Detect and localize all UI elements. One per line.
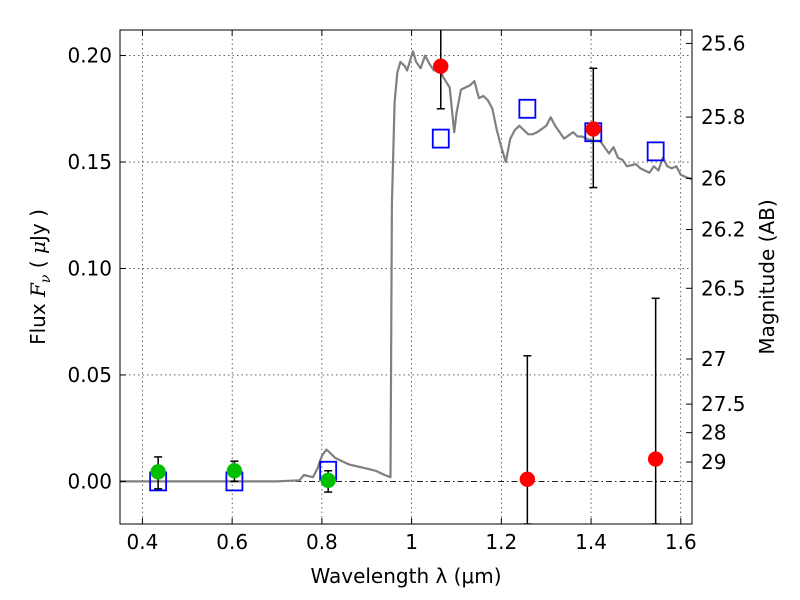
plot-area [120,30,692,524]
right-tick-label: 26.5 [701,276,746,300]
y-tick-label: 0.00 [67,469,112,493]
right-tick-label: 26 [701,166,726,190]
right-tick-label: 25.8 [701,105,746,129]
model-flux-square [518,98,537,119]
x-tick-label: 0.8 [306,530,338,554]
right-tick-label: 29 [701,450,726,474]
axis-tick-labels: 0.4 0.6 0.8 1 1.2 1.4 1.6 0.00 0.05 0.10 0.15 0.20 2… [67,31,745,554]
observed-flux-point [647,451,664,467]
observed-flux-point [585,121,602,137]
grid-lines [120,30,692,524]
plot-frame [119,29,693,525]
right-tick-label: 25.6 [701,31,746,55]
observed-flux-point [150,464,166,480]
y-tick-label: 0.15 [67,150,112,174]
right-axis-label: Magnitude (AB) [755,199,779,354]
series-layer [120,30,692,524]
observed-flux-point [226,463,243,479]
x-tick-label: 1.4 [575,530,607,554]
right-tick-label: 27.5 [701,392,746,416]
axis-ticks [120,30,692,524]
y-tick-label: 0.05 [67,363,112,387]
model-spectrum-line [120,50,692,483]
right-tick-label: 26.2 [701,218,746,242]
right-tick-label: 27 [701,347,726,371]
y-axis-label: Flux Fν ( μJy ) [26,209,54,345]
x-tick-label: 1.2 [485,530,517,554]
x-axis-label: Wavelength λ (μm) [310,564,501,588]
x-tick-label: 1 [405,530,418,554]
observed-flux-point [519,471,536,488]
observed-flux-point [433,58,449,74]
x-tick-label: 0.6 [216,530,248,554]
model-flux-square [646,141,665,162]
x-tick-label: 0.4 [127,530,159,554]
x-tick-label: 1.6 [665,530,697,554]
y-tick-label: 0.10 [67,256,112,280]
model-flux-square [431,128,450,149]
observed-flux-point [320,472,336,489]
y-tick-label: 0.20 [67,44,112,68]
right-tick-label: 28 [701,421,726,445]
